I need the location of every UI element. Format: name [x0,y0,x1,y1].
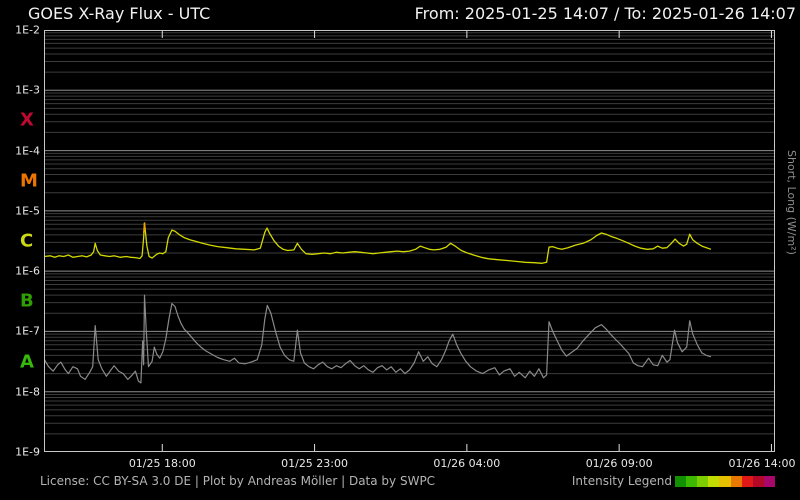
class-label-b: B [20,290,34,312]
y-tick-label: 1E-9 [15,445,40,459]
legend-color-swatch [708,475,720,487]
y-tick-label: 1E-6 [15,264,40,278]
class-label-m: M [20,170,38,192]
class-label-x: X [20,109,34,131]
y-tick-label: 1E-4 [15,144,40,158]
class-label-a: A [20,351,34,373]
y-tick-label: 1E-5 [15,204,40,218]
x-tick-label: 01/26 09:00 [585,457,653,470]
x-tick-label: 01/25 23:00 [281,457,349,470]
intensity-legend: Intensity Legend [572,474,775,488]
time-range-label: From: 2025-01-25 14:07 / To: 2025-01-26 … [414,4,796,23]
y-tick-label: 1E-2 [15,23,40,37]
legend-color-swatch [741,475,753,487]
license-text: License: CC BY-SA 3.0 DE | Plot by Andre… [40,474,436,488]
legend-color-swatch [697,475,709,487]
x-tick-label: 01/25 18:00 [128,457,196,470]
right-axis-label: Short, Long (W/m²) [785,150,798,255]
legend-color-swatch [686,475,698,487]
page-title: GOES X-Ray Flux - UTC [28,4,211,23]
class-label-c: C [20,230,34,252]
legend-color-swatch [763,475,775,487]
series-short [44,294,712,384]
legend-color-swatch [719,475,731,487]
y-tick-label: 1E-8 [15,385,40,399]
legend-color-swatch [730,475,742,487]
legend-color-swatch [752,475,764,487]
intensity-legend-label: Intensity Legend [571,474,672,488]
intensity-legend-gradient [675,475,775,487]
series-long [44,222,712,264]
series-flare-tip [143,222,146,234]
x-tick-label: 01/26 14:00 [728,457,796,470]
plot-border [44,30,775,452]
xray-flux-plot [44,30,775,452]
x-tick-label: 01/26 04:00 [433,457,501,470]
y-tick-label: 1E-7 [15,324,40,338]
y-tick-label: 1E-3 [15,83,40,97]
legend-color-swatch [675,475,687,487]
